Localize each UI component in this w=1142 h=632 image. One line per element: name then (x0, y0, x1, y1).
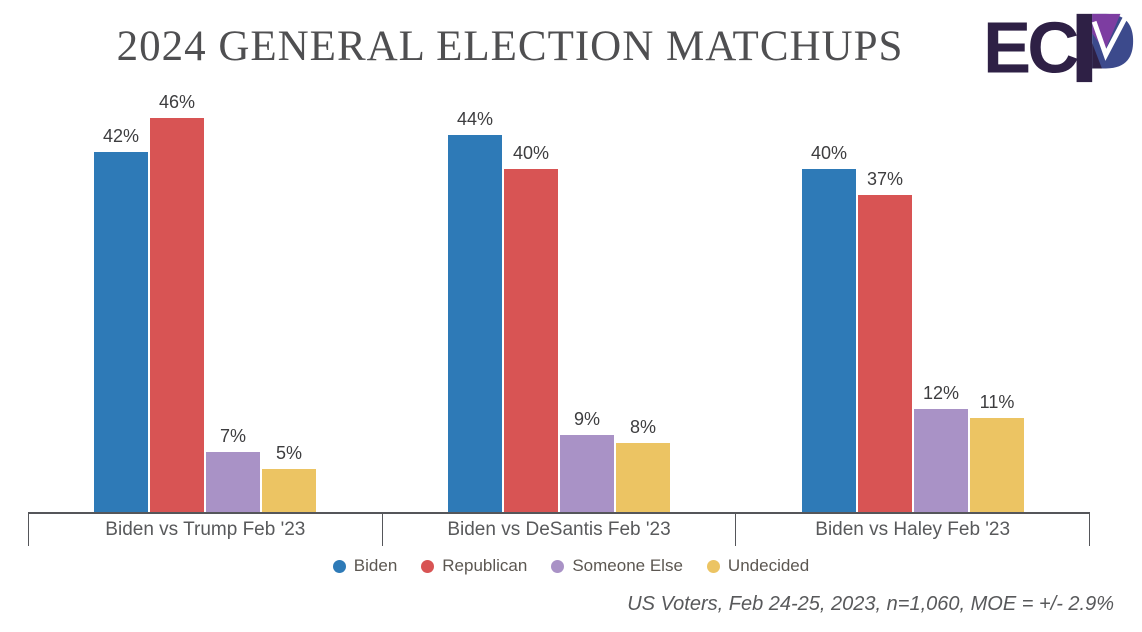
bar-group: 44% 40% 9% 8% (382, 84, 736, 512)
bar-value-label: 46% (158, 92, 196, 112)
bar-value-label: 42% (102, 126, 140, 146)
category-label: Biden vs Trump Feb '23 (28, 514, 383, 546)
bar-value-label: 9% (573, 409, 600, 429)
bar-someone-else (206, 452, 260, 512)
bar-column: 37% (858, 169, 912, 512)
bar-republican (504, 169, 558, 512)
category-axis: Biden vs Trump Feb '23 Biden vs DeSantis … (28, 514, 1091, 546)
legend-swatch-icon (706, 559, 720, 573)
bar-column: 40% (504, 143, 558, 512)
bar-value-label: 44% (456, 109, 494, 129)
legend-item: Biden (332, 556, 398, 576)
bar-republican (150, 118, 204, 512)
legend-swatch-icon (332, 559, 346, 573)
legend-item: Republican (421, 556, 527, 576)
bar-value-label: 12% (922, 383, 960, 403)
ecp-logo: EC (986, 8, 1134, 86)
page-title: 2024 GENERAL ELECTION MATCHUPS (116, 23, 904, 70)
bar-column: 46% (150, 92, 204, 512)
bar-biden (802, 169, 856, 512)
bar-column: 7% (206, 426, 260, 512)
bar-group: 42% 46% 7% 5% (28, 84, 382, 512)
bar-republican (858, 195, 912, 512)
plot-area: 42% 46% 7% 5% 44% 40% 9% 8% 40% 37% 12% 11% (28, 84, 1090, 514)
bar-value-label: 11% (979, 392, 1015, 412)
bar-chart: 42% 46% 7% 5% 44% 40% 9% 8% 40% 37% 12% 11% Biden v… (28, 84, 1091, 546)
bar-column: 8% (616, 417, 670, 512)
logo-letters-ec: EC (986, 8, 1078, 86)
bar-column: 5% (262, 443, 316, 512)
bar-column: 40% (802, 143, 856, 512)
bar-column: 11% (970, 392, 1024, 512)
bar-someone-else (914, 409, 968, 512)
category-label: Biden vs DeSantis Feb '23 (383, 514, 737, 546)
bar-value-label: 40% (810, 143, 848, 163)
legend-label: Biden (353, 556, 398, 575)
category-label: Biden vs Haley Feb '23 (736, 514, 1091, 546)
bar-undecided (970, 418, 1024, 512)
legend-swatch-icon (551, 559, 565, 573)
legend-label: Undecided (727, 556, 810, 575)
bar-column: 42% (94, 126, 148, 512)
bar-group: 40% 37% 12% 11% (736, 84, 1090, 512)
legend-item: Undecided (706, 556, 810, 576)
source-note: US Voters, Feb 24-25, 2023, n=1,060, MOE… (627, 593, 1114, 615)
bar-value-label: 37% (866, 169, 904, 189)
legend-label: Republican (442, 556, 528, 575)
logo-letter-p (1076, 12, 1134, 83)
bar-biden (94, 152, 148, 512)
bar-value-label: 7% (219, 426, 246, 446)
bar-value-label: 8% (629, 417, 656, 437)
bar-column: 44% (448, 109, 502, 512)
legend-item: Someone Else (551, 556, 683, 576)
bar-someone-else (560, 435, 614, 512)
legend-label: Someone Else (572, 556, 683, 575)
bar-column: 12% (914, 383, 968, 512)
bar-column: 9% (560, 409, 614, 512)
bar-biden (448, 135, 502, 512)
bar-undecided (616, 443, 670, 512)
bar-value-label: 5% (275, 443, 302, 463)
legend: Biden Republican Someone Else Undecided (0, 556, 1142, 576)
legend-swatch-icon (421, 559, 435, 573)
bar-value-label: 40% (512, 143, 550, 163)
bar-undecided (262, 469, 316, 512)
